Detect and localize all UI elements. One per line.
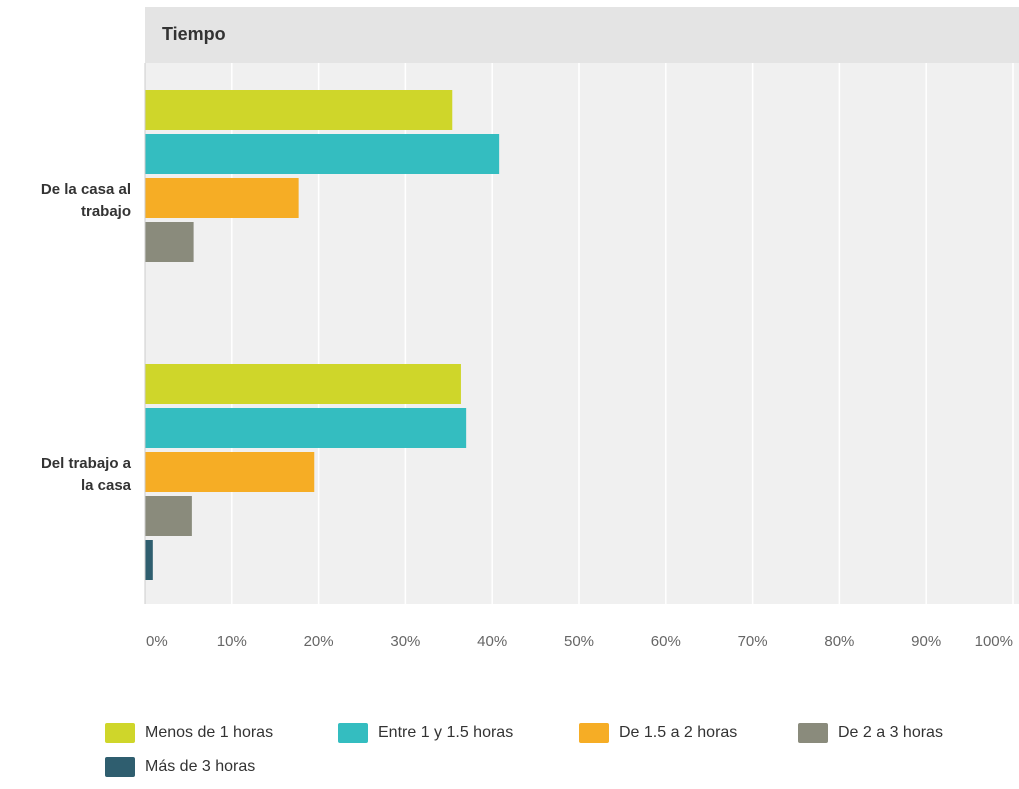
bar [145, 540, 153, 580]
legend-swatch [105, 757, 135, 777]
x-tick-label: 70% [738, 633, 768, 650]
bar [145, 178, 299, 218]
bar [145, 364, 461, 404]
x-tick-label: 40% [477, 633, 507, 650]
legend-item: Más de 3 horas [105, 757, 255, 777]
legend-item: De 2 a 3 horas [798, 723, 943, 743]
x-tick-label: 60% [651, 633, 681, 650]
legend-item: Menos de 1 horas [105, 723, 273, 743]
bar [145, 90, 453, 130]
legend-label: Más de 3 horas [145, 758, 256, 775]
legend-swatch [338, 723, 368, 743]
legend-label: Entre 1 y 1.5 horas [378, 724, 514, 741]
x-tick-label: 80% [824, 633, 854, 650]
bar [145, 222, 194, 262]
bar [145, 134, 500, 174]
chart-title: Tiempo [162, 24, 226, 44]
category-label: Del trabajo a la casa [41, 455, 132, 494]
x-tick-label: 50% [564, 633, 594, 650]
x-tick-label: 30% [390, 633, 420, 650]
category-label: De la casa al trabajo [41, 181, 131, 220]
legend-swatch [579, 723, 609, 743]
legend-label: De 1.5 a 2 horas [619, 724, 738, 741]
legend-swatch [105, 723, 135, 743]
legend-label: Menos de 1 horas [145, 724, 274, 741]
x-tick-label: 100% [975, 633, 1013, 650]
x-tick-label: 10% [217, 633, 247, 650]
legend-swatch [798, 723, 828, 743]
x-tick-label: 90% [911, 633, 941, 650]
legend-item: De 1.5 a 2 horas [579, 723, 737, 743]
legend-item: Entre 1 y 1.5 horas [338, 723, 513, 743]
bar [145, 408, 467, 448]
category-labels: De la casa al trabajo Del trabajo a la casa [41, 181, 132, 494]
bar [145, 496, 192, 536]
legend-label: De 2 a 3 horas [838, 724, 943, 741]
x-axis-ticks: 0% 10% 20% 30% 40% 50% 60% 70% 80% 90% 100% [146, 633, 1013, 650]
x-tick-label: 20% [304, 633, 334, 650]
bars [145, 90, 500, 580]
bar [145, 452, 315, 492]
x-tick-label: 0% [146, 633, 168, 650]
chart-header [145, 7, 1019, 63]
